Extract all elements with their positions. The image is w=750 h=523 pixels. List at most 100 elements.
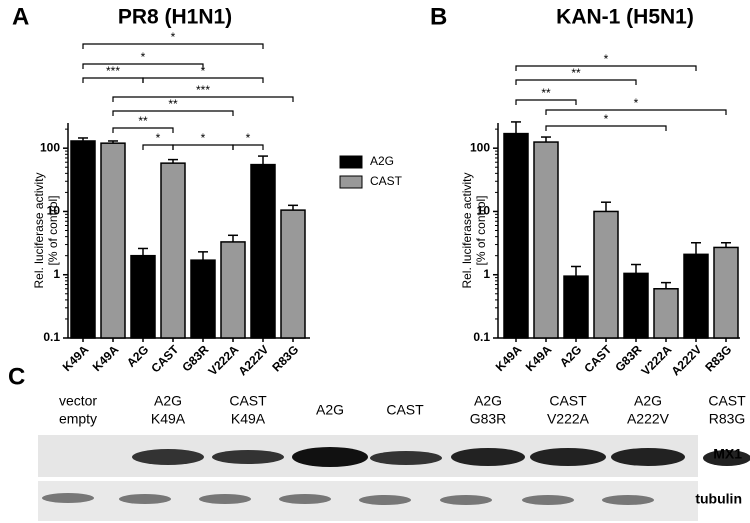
x-tick-label: K49A [90, 342, 122, 374]
significance-label: ** [541, 86, 551, 100]
band [522, 495, 574, 505]
significance-label: * [141, 50, 146, 64]
lane-label: A2G [154, 393, 182, 409]
bar [70, 140, 96, 339]
x-tick-label: V222A [206, 342, 242, 378]
significance-bracket [515, 99, 577, 105]
band [451, 448, 525, 466]
bar [683, 253, 709, 339]
bar [160, 162, 186, 339]
significance-label: * [634, 96, 639, 110]
row-label: tubulin [695, 491, 742, 507]
row-label: MX1 [713, 446, 742, 462]
y-tick-label: 0.1 [43, 330, 60, 344]
y-tick-label: 1 [483, 267, 490, 281]
bar [713, 246, 739, 339]
bar [190, 259, 216, 339]
x-tick-label: R83G [269, 342, 301, 374]
band [279, 494, 331, 504]
legend-swatch [339, 155, 363, 169]
lane-label: G83R [470, 411, 507, 427]
significance-label: ** [571, 66, 581, 80]
significance-label: * [171, 30, 176, 44]
lane-label: CAST [386, 402, 424, 418]
lane-label: CAST [708, 393, 746, 409]
lane-label: A2G [316, 402, 344, 418]
significance-label: * [604, 112, 609, 126]
significance-bracket [142, 77, 264, 83]
band [119, 494, 171, 504]
x-tick-label: CAST [581, 342, 614, 375]
lane-label: CAST [549, 393, 587, 409]
y-tick-label: 100 [40, 140, 60, 154]
significance-bracket [82, 43, 264, 49]
significance-bracket [545, 125, 667, 131]
lane-label: K49A [231, 411, 266, 427]
significance-label: * [604, 52, 609, 66]
y-tick-label: 1 [53, 267, 60, 281]
legend-label: CAST [370, 174, 403, 188]
lane-label: K49A [151, 411, 186, 427]
y-axis-label: [% of control] [46, 195, 60, 265]
significance-label: * [201, 131, 206, 145]
significance-label: ** [138, 114, 148, 128]
lane-label: A2G [634, 393, 662, 409]
panel-label: A [12, 3, 29, 30]
bands [132, 447, 750, 467]
lane-label: CAST [229, 393, 267, 409]
bar [280, 209, 306, 339]
band [212, 450, 284, 464]
x-tick-label: A222V [236, 342, 272, 378]
band [440, 495, 492, 505]
bar [653, 288, 679, 339]
x-tick-label: A222V [669, 342, 705, 378]
band [199, 494, 251, 504]
bar [100, 142, 126, 339]
legend-label: A2G [370, 154, 394, 168]
significance-bracket [232, 144, 264, 150]
x-tick-label: V222A [639, 342, 675, 378]
band [530, 448, 606, 466]
band [370, 451, 442, 465]
significance-label: * [156, 131, 161, 145]
lane-label: vector [59, 393, 97, 409]
lane-label: empty [59, 411, 97, 427]
y-tick-label: 0.1 [473, 330, 490, 344]
bar [220, 241, 246, 339]
significance-label: * [246, 131, 251, 145]
bar [533, 141, 559, 339]
bar [503, 132, 529, 339]
significance-bracket [515, 65, 697, 71]
significance-bracket [515, 79, 637, 85]
bar [130, 254, 156, 339]
bar [593, 210, 619, 339]
bar [250, 163, 276, 339]
significance-bracket [112, 127, 174, 133]
lane-label: V222A [547, 411, 590, 427]
x-tick-label: R83G [702, 342, 734, 374]
panel-label: C [8, 363, 25, 390]
panel-label: B [430, 3, 447, 30]
significance-label: *** [106, 64, 120, 78]
band [611, 448, 685, 466]
significance-bracket [82, 63, 204, 69]
tubulin-bands [42, 493, 654, 505]
significance-bracket [112, 110, 234, 116]
significance-bracket [172, 144, 234, 150]
lane-label: R83G [709, 411, 746, 427]
bar [563, 275, 589, 339]
lane-label: A222V [627, 411, 670, 427]
y-tick-label: 100 [470, 140, 490, 154]
y-axis-label: Rel. luciferase activity [32, 172, 46, 288]
x-tick-label: CAST [148, 342, 181, 375]
band [703, 450, 750, 466]
x-tick-label: K49A [60, 342, 92, 374]
x-tick-label: K49A [493, 342, 525, 374]
band [42, 493, 94, 503]
significance-label: * [201, 64, 206, 78]
significance-label: *** [196, 83, 210, 97]
significance-label: ** [168, 97, 178, 111]
significance-bracket [82, 77, 144, 83]
chart-title: PR8 (H1N1) [118, 6, 232, 29]
